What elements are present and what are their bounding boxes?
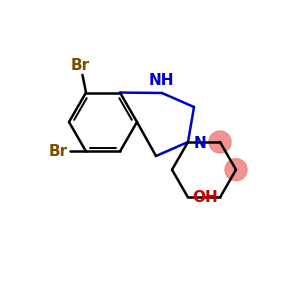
Text: Br: Br xyxy=(49,144,68,159)
Text: NH: NH xyxy=(148,73,174,88)
Text: OH: OH xyxy=(192,190,218,205)
Text: Br: Br xyxy=(71,58,90,73)
Circle shape xyxy=(209,131,231,153)
Text: N: N xyxy=(194,136,207,151)
Circle shape xyxy=(225,159,247,181)
